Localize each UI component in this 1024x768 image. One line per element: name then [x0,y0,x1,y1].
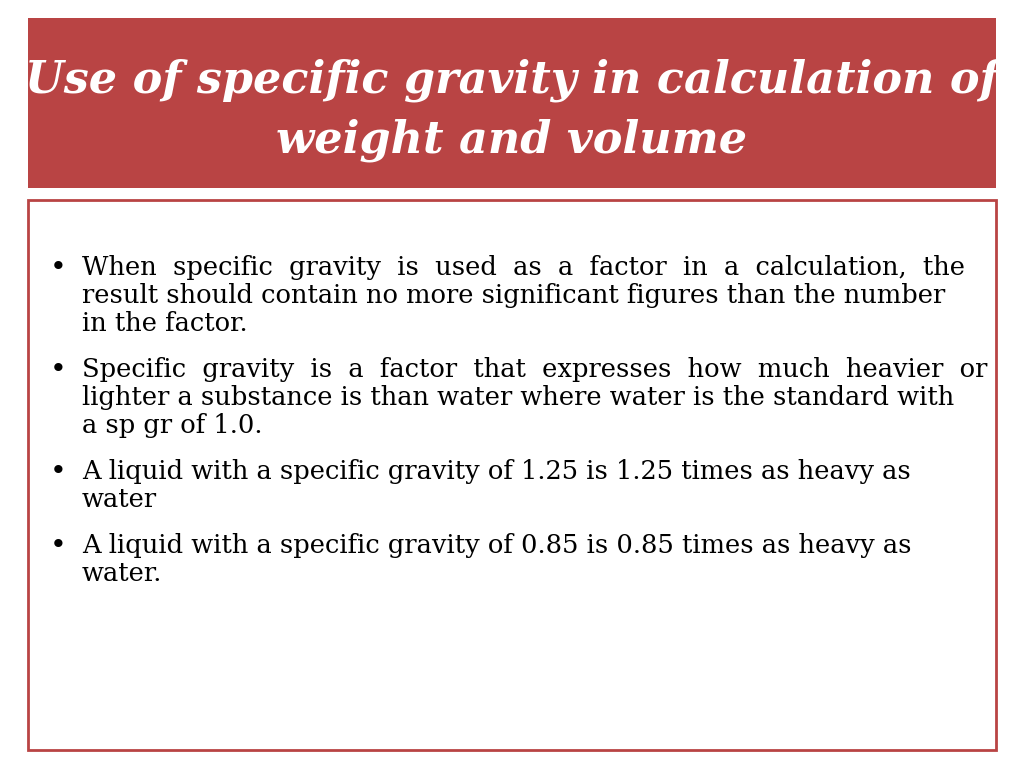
Text: •: • [49,255,67,282]
Text: result should contain no more significant figures than the number: result should contain no more significan… [82,283,945,308]
Text: •: • [49,357,67,384]
Text: When  specific  gravity  is  used  as  a  factor  in  a  calculation,  the: When specific gravity is used as a facto… [82,255,965,280]
Text: Specific  gravity  is  a  factor  that  expresses  how  much  heavier  or: Specific gravity is a factor that expres… [82,357,987,382]
Bar [28,18,996,188]
Text: •: • [49,533,67,560]
Text: •: • [49,459,67,486]
Bar [28,200,996,750]
Text: in the factor.: in the factor. [82,311,248,336]
Text: Use of specific gravity in calculation of: Use of specific gravity in calculation o… [26,58,998,101]
Text: A liquid with a specific gravity of 1.25 is 1.25 times as heavy as: A liquid with a specific gravity of 1.25… [82,459,910,484]
Text: weight and volume: weight and volume [276,118,748,162]
Text: a sp gr of 1.0.: a sp gr of 1.0. [82,413,262,438]
Text: water: water [82,487,157,512]
Text: lighter a substance is than water where water is the standard with: lighter a substance is than water where … [82,385,954,410]
Text: water.: water. [82,561,163,586]
Text: A liquid with a specific gravity of 0.85 is 0.85 times as heavy as: A liquid with a specific gravity of 0.85… [82,533,911,558]
